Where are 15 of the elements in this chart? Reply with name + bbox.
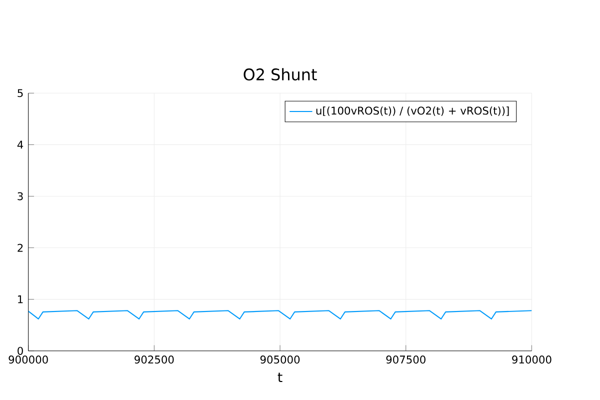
y-tick-label: 5 xyxy=(18,89,23,98)
y-tick-label: 0 xyxy=(18,346,23,355)
x-tick-label: 900000 xyxy=(8,356,48,364)
x-tick-label: 910000 xyxy=(512,356,552,364)
y-tick-label: 1 xyxy=(18,295,23,304)
y-tick-label: 4 xyxy=(17,140,24,149)
x-tick-label: 905000 xyxy=(260,356,300,364)
y-tick-label: 2 xyxy=(18,244,23,252)
y-tick-label: 3 xyxy=(18,192,23,200)
x-tick-label: 907500 xyxy=(386,356,426,364)
line-series xyxy=(28,310,532,320)
x-axis-title: t xyxy=(278,372,282,382)
x-tick-label: 902500 xyxy=(134,356,174,364)
legend-label: u[(100vROS(t)) / (vO2(t) + vROS(t))] xyxy=(316,106,509,116)
chart-title: O2 Shunt xyxy=(244,68,317,80)
